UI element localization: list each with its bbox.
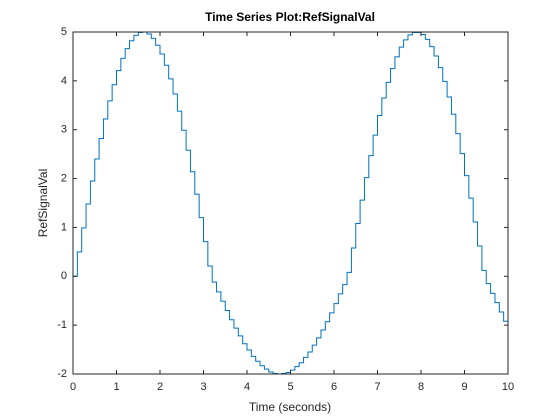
y-tick-label: 1	[61, 221, 67, 233]
x-tick-label: 7	[374, 381, 380, 393]
x-tick-label: 10	[502, 381, 514, 393]
x-tick-label: 9	[461, 381, 467, 393]
x-tick-label: 5	[287, 381, 293, 393]
x-tick-label: 0	[70, 381, 76, 393]
x-tick-label: 6	[331, 381, 337, 393]
x-tick-label: 3	[200, 381, 206, 393]
x-tick-label: 4	[244, 381, 250, 393]
y-tick-label: 0	[61, 270, 67, 282]
x-tick-label: 8	[418, 381, 424, 393]
y-tick-label: -1	[57, 319, 67, 331]
x-axis-label: Time (seconds)	[249, 400, 331, 414]
x-tick-label: 1	[113, 381, 119, 393]
y-tick-label: 2	[61, 172, 67, 184]
y-tick-label: 5	[61, 26, 67, 38]
x-tick-label: 2	[157, 381, 163, 393]
chart-title: Time Series Plot:RefSignalVal	[205, 10, 375, 24]
y-tick-label: 4	[61, 75, 67, 87]
y-tick-label: -2	[57, 368, 67, 380]
y-tick-label: 3	[61, 124, 67, 136]
y-axis-label: RefSignalVal	[36, 169, 50, 237]
plot-area	[73, 32, 508, 374]
